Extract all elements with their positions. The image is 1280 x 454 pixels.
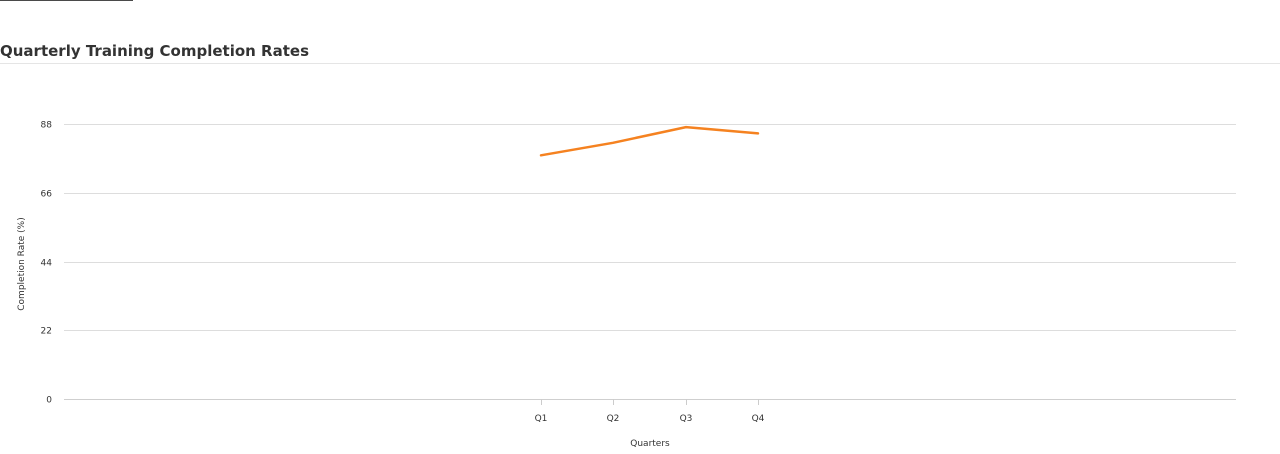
grid	[64, 124, 1236, 400]
x-axis-ticks: Q1 Q2 Q3 Q4	[535, 399, 765, 424]
x-axis-label: Quarters	[630, 439, 670, 449]
y-tick-label: 44	[41, 259, 53, 269]
chart-title: Quarterly Training Completion Rates	[0, 42, 309, 60]
y-tick-label: 0	[46, 396, 52, 406]
y-axis-ticks: 0 22 44 66 88	[41, 121, 53, 406]
x-tick-label: Q1	[535, 414, 548, 424]
title-divider	[0, 63, 1280, 64]
y-tick-label: 88	[41, 121, 53, 131]
y-tick-label: 22	[41, 327, 52, 337]
y-axis-label: Completion Rate (%)	[17, 217, 27, 310]
x-tick-label: Q3	[680, 414, 693, 424]
series-line	[539, 125, 760, 157]
series-layer	[539, 125, 760, 157]
y-tick-label: 66	[41, 190, 53, 200]
x-tick-label: Q2	[607, 414, 620, 424]
x-tick-label: Q4	[752, 414, 765, 424]
top-divider	[0, 0, 133, 1]
